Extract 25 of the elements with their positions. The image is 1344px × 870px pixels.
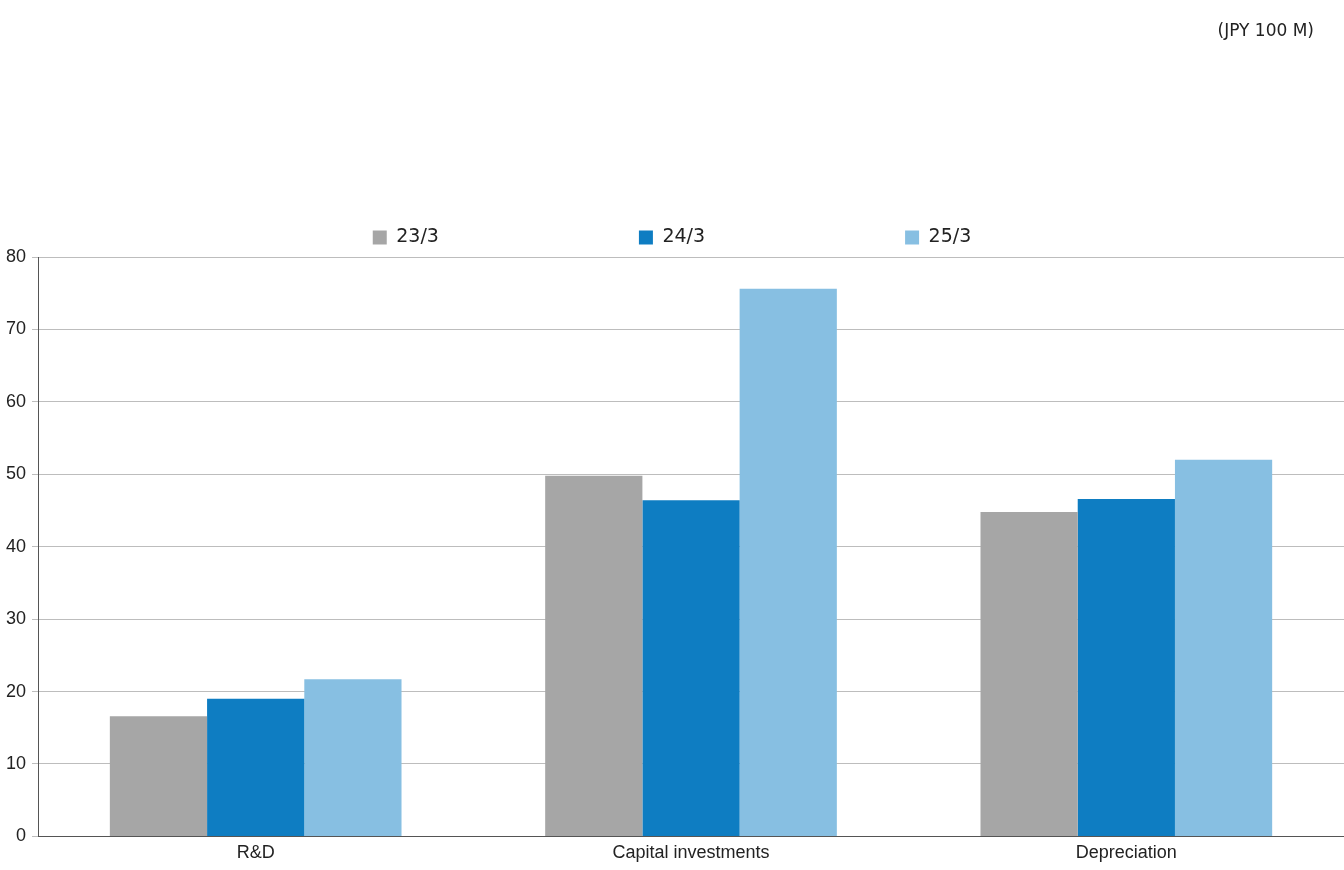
y-tick-label: 70 bbox=[5, 318, 27, 339]
y-tick-label: 40 bbox=[5, 535, 27, 556]
bar bbox=[109, 716, 208, 836]
legend-label: 24/3 bbox=[662, 224, 706, 247]
bar bbox=[642, 500, 740, 836]
bar bbox=[1174, 459, 1273, 836]
y-tick-label: 20 bbox=[5, 680, 27, 701]
bar bbox=[545, 475, 643, 836]
legend-label: 23/3 bbox=[396, 224, 439, 247]
y-tick-label: 10 bbox=[5, 752, 27, 773]
y-tick-label: 50 bbox=[5, 463, 27, 484]
bar bbox=[980, 511, 1078, 836]
bar bbox=[739, 288, 837, 836]
x-tick-label: Depreciation bbox=[1075, 842, 1177, 863]
text: (JPY 100 M) bbox=[1217, 20, 1314, 40]
y-tick-label: 30 bbox=[5, 608, 27, 629]
bar bbox=[207, 698, 305, 836]
y-tick-label: 0 bbox=[16, 825, 27, 846]
y-tick-label: 80 bbox=[5, 245, 27, 266]
x-tick-label: Capital investments bbox=[612, 842, 770, 863]
bar bbox=[304, 679, 402, 836]
x-tick-label: R&D bbox=[236, 842, 275, 863]
y-tick-label: 60 bbox=[5, 390, 27, 411]
legend-label: 25/3 bbox=[928, 224, 972, 247]
bar bbox=[1077, 498, 1175, 836]
